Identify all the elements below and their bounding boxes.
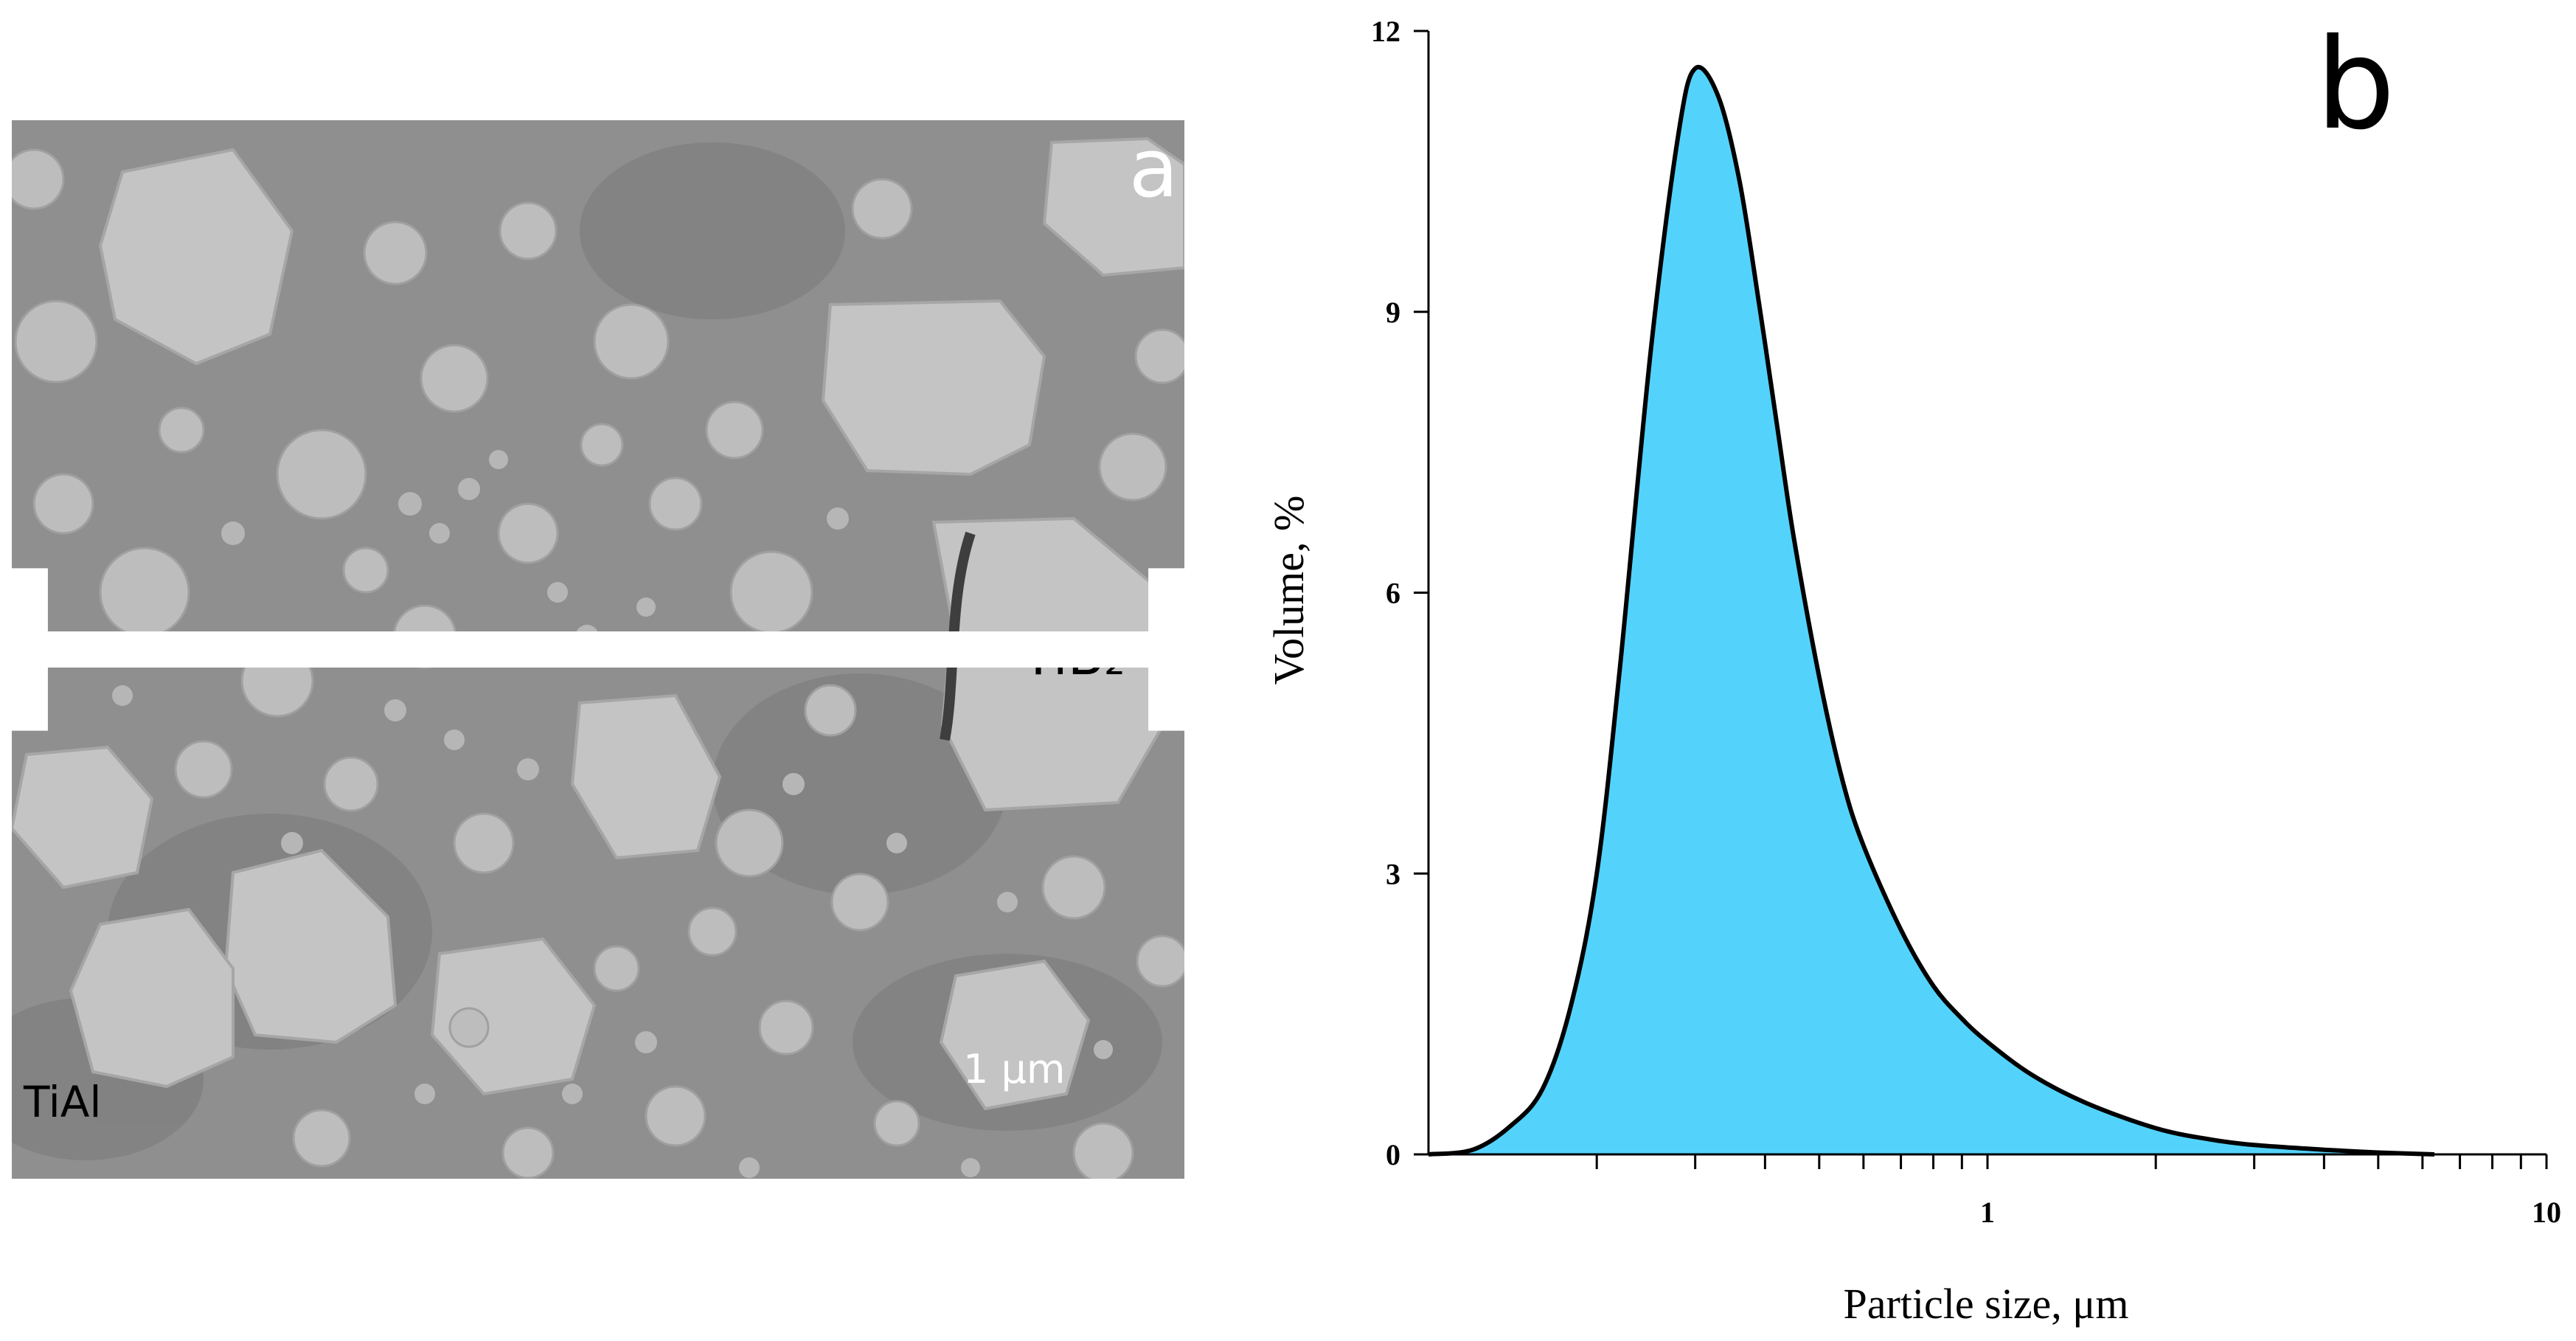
- small-particles: [12, 148, 1184, 1179]
- x-tick-label: 10: [2532, 1196, 2561, 1229]
- y-tick-label: 12: [1371, 15, 1400, 48]
- distribution-area: [1428, 66, 2434, 1154]
- plot-area: [1428, 65, 2434, 1157]
- scale-bar: [12, 568, 1184, 731]
- y-tick-label: 3: [1386, 857, 1400, 890]
- y-tick-label: 9: [1386, 296, 1400, 329]
- sem-micrograph: a TiB₂ TiAl 1 μm: [12, 120, 1184, 1179]
- x-axis-ticks: 1 10: [1595, 1154, 2561, 1229]
- x-axis-title: Particle size, μm: [1843, 1280, 2128, 1328]
- large-particles: [12, 136, 1184, 1111]
- phase-label-tial: TiAl: [24, 1077, 102, 1127]
- scale-bar-label: 1 μm: [963, 1046, 1066, 1092]
- panel-a-letter: a: [1128, 121, 1178, 215]
- y-axis-title: Volume, %: [1265, 496, 1313, 685]
- y-tick-label: 6: [1386, 577, 1400, 610]
- chart-canvas: 0 3 6 9 12 1 10 Particle size, μm Volume, %: [1265, 15, 2561, 1328]
- x-tick-label: 1: [1980, 1196, 1995, 1229]
- tiny-particles: [112, 450, 1113, 1178]
- y-axis-ticks: 0 3 6 9 12: [1371, 15, 1428, 1171]
- y-tick-label: 0: [1386, 1138, 1400, 1171]
- distribution-curve: [1428, 65, 2434, 1157]
- particle-size-chart: 0 3 6 9 12 1 10 Particle size, μm Volume, % b: [1232, 0, 2576, 1341]
- panel-b-letter: b: [2316, 12, 2395, 158]
